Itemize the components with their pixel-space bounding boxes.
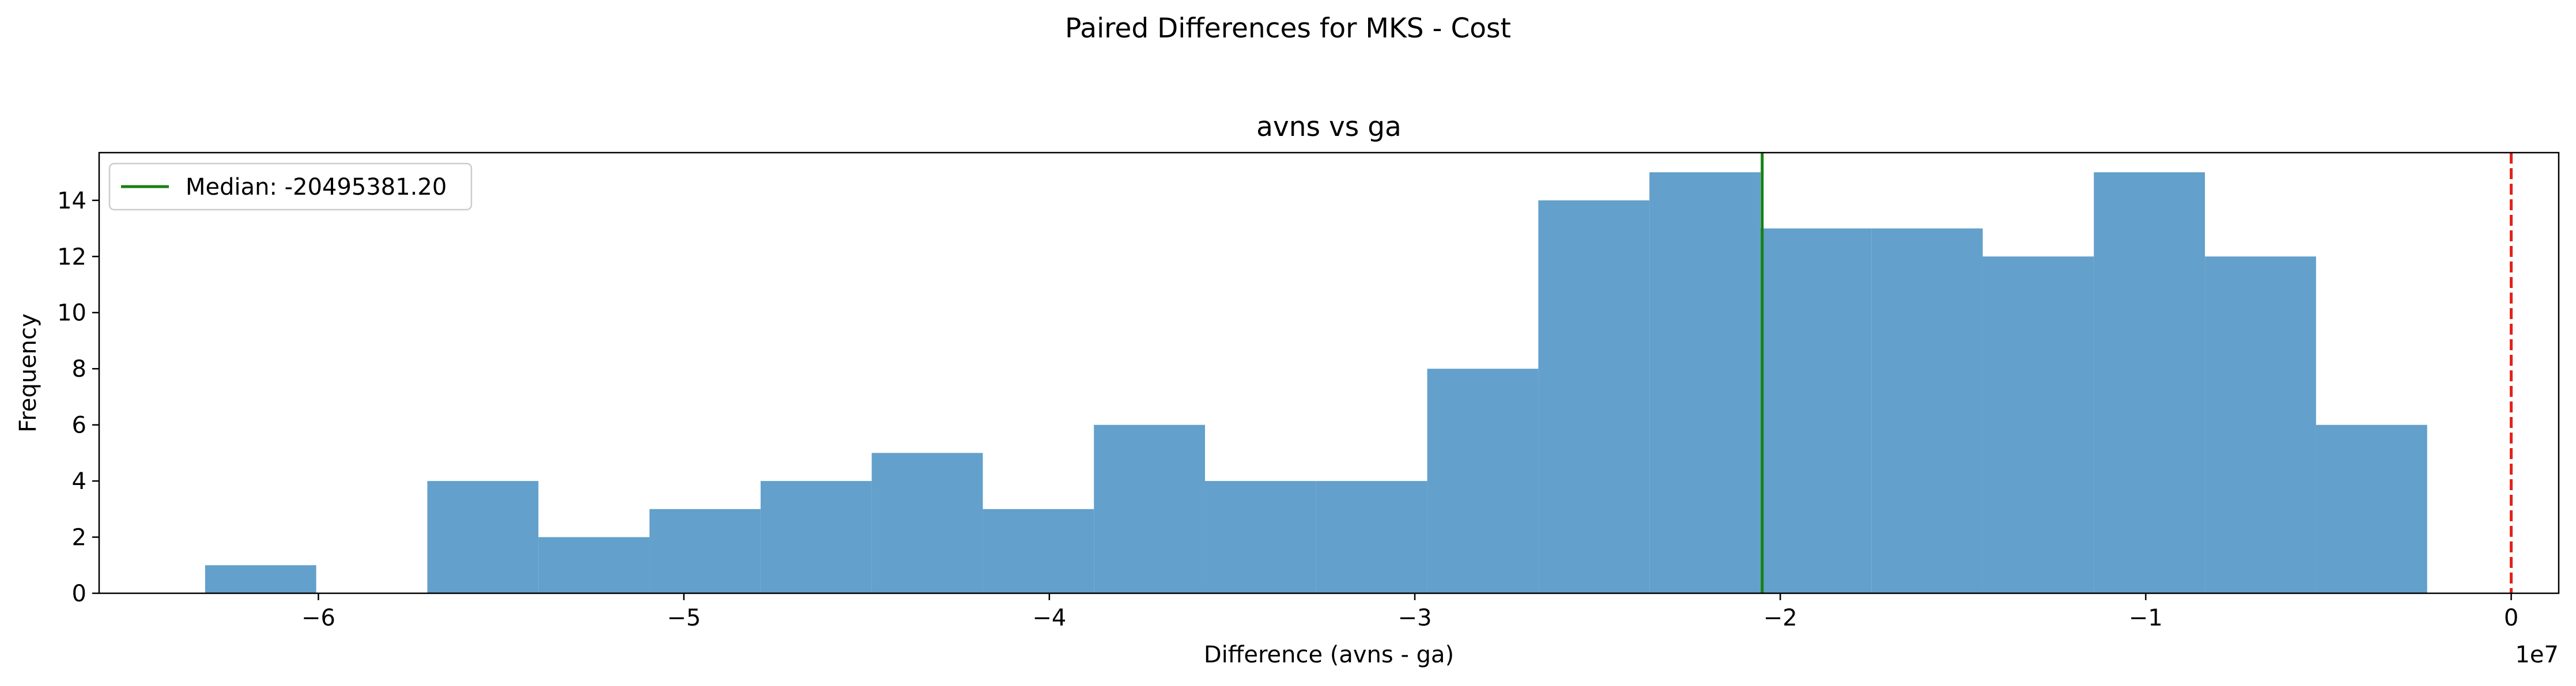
histogram-bar — [2094, 172, 2205, 593]
y-tick-label: 10 — [57, 300, 86, 327]
x-axis-ticks: −6 −5 −4 −3 −2 −1 0 — [301, 593, 2518, 631]
histogram-bar — [1649, 172, 1761, 593]
histogram-bar — [1760, 228, 1872, 593]
legend-box — [108, 162, 473, 211]
x-tick-label: −4 — [1032, 605, 1066, 631]
histogram-bar — [1205, 481, 1316, 593]
reference-lines — [1761, 153, 2513, 593]
histogram-bar — [2205, 256, 2316, 593]
histogram-bar — [760, 481, 872, 593]
y-tick-label: 6 — [72, 412, 86, 439]
y-axis-ticks: 0 2 4 6 8 10 12 14 — [57, 188, 99, 607]
legend-label-median: Median: -20495381.20 — [186, 174, 447, 200]
histogram-bar — [983, 509, 1094, 593]
histogram-bar — [538, 537, 650, 593]
histogram-bar — [205, 565, 316, 593]
chart-title: avns vs ga — [1256, 111, 1402, 143]
y-tick-label: 8 — [72, 356, 86, 382]
y-tick-label: 14 — [57, 188, 86, 214]
histogram-bar — [1427, 369, 1539, 593]
x-tick-label: −2 — [1763, 605, 1797, 631]
plot-frame — [98, 151, 2560, 594]
histogram-bar — [1094, 425, 1206, 593]
histogram-bar — [2316, 425, 2427, 593]
histogram-bar — [1871, 228, 1983, 593]
figure-suptitle: Paired Differences for MKS - Cost — [1065, 13, 1511, 44]
x-axis-scale-label: 1e7 — [2515, 642, 2559, 668]
x-tick-label: −1 — [2129, 605, 2163, 631]
histogram-bar — [427, 481, 539, 593]
y-tick-label: 12 — [57, 244, 86, 270]
histogram-bar — [871, 453, 983, 593]
y-tick-label: 4 — [72, 468, 86, 495]
y-axis-label: Frequency — [15, 313, 41, 433]
x-tick-label: −5 — [667, 605, 701, 631]
y-tick-label: 2 — [72, 525, 86, 551]
y-tick-label: 0 — [72, 581, 86, 607]
legend: Median: -20495381.20 — [108, 162, 473, 211]
histogram-bar — [649, 509, 761, 593]
histogram-bar — [1538, 200, 1650, 594]
histogram-bar — [1316, 481, 1427, 593]
x-tick-label: 0 — [2504, 605, 2518, 631]
x-axis-label: Difference (avns - ga) — [1204, 642, 1454, 668]
histogram-bars — [205, 172, 2427, 594]
x-tick-label: −6 — [301, 605, 335, 631]
histogram-bar — [1982, 256, 2094, 593]
x-tick-label: −3 — [1398, 605, 1432, 631]
